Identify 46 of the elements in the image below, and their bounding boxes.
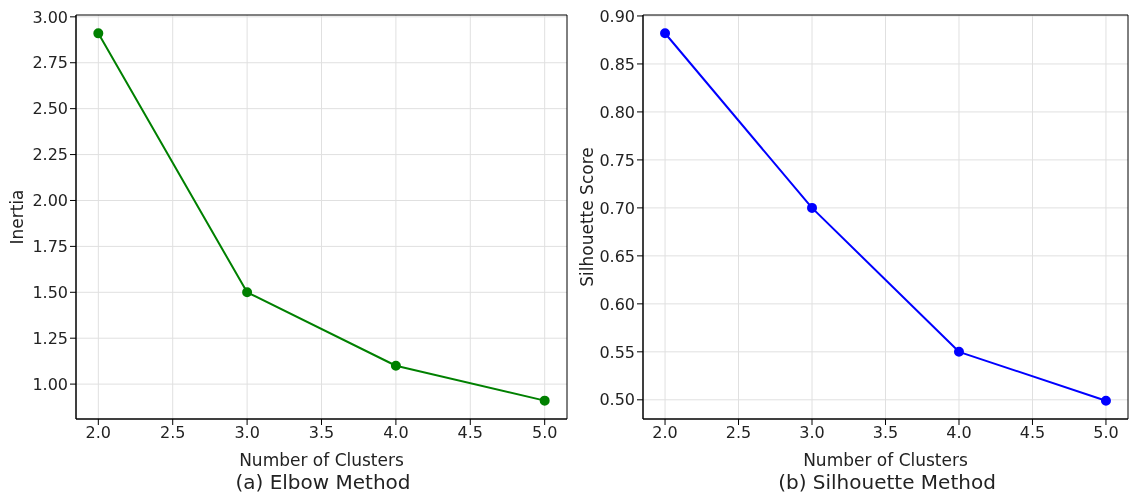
x-tick-label: 2.5 — [725, 423, 752, 443]
y-tick-label: 0.70 — [599, 198, 635, 218]
point — [953, 346, 964, 357]
point — [660, 28, 671, 39]
y-tick-label: 0.60 — [599, 294, 635, 314]
x-tick-label: 5.0 — [1093, 423, 1119, 443]
y-tick-label: 0.90 — [599, 6, 635, 26]
y-axis-title: Silhouette Score — [577, 147, 597, 287]
x-tick-label: 4.5 — [1019, 423, 1046, 443]
y-tick-label: 2.50 — [32, 99, 68, 119]
x-tick-label: 4.5 — [457, 423, 484, 443]
y-tick-label: 0.50 — [599, 390, 635, 410]
y-tick-label: 2.00 — [32, 191, 68, 211]
y-tick-label: 3.00 — [32, 7, 68, 27]
y-tick-label: 1.25 — [32, 328, 68, 348]
y-tick-label: 2.25 — [32, 145, 68, 165]
x-tick-label: 5.0 — [531, 423, 558, 443]
y-tick-label: 2.75 — [32, 53, 68, 73]
y-tick-label: 1.50 — [32, 282, 68, 302]
text: (b) Silhouette Method — [777, 470, 997, 494]
y-tick-label: 1.00 — [32, 374, 68, 394]
point — [539, 395, 550, 406]
y-axis-title: Inertia — [7, 189, 27, 245]
point — [93, 28, 104, 39]
y-tick-label: 0.80 — [599, 102, 635, 122]
point — [390, 360, 401, 371]
x-tick-label: 3.0 — [799, 423, 825, 443]
x-tick-label: 2.0 — [652, 423, 678, 443]
y-tick-label: 0.55 — [599, 342, 635, 362]
x-tick-label: 3.5 — [872, 423, 899, 443]
x-tick-label: 3.0 — [234, 423, 260, 443]
point — [242, 287, 253, 298]
y-tick-label: 0.65 — [599, 246, 635, 266]
x-tick-label: 3.5 — [308, 423, 335, 443]
x-axis-title: Number of Clusters — [239, 450, 404, 470]
x-tick-label: 2.0 — [85, 423, 112, 443]
x-tick-label: 4.0 — [383, 423, 409, 443]
x-tick-label: 2.5 — [159, 423, 186, 443]
text: (a) Elbow Method — [234, 470, 412, 494]
x-axis-title: Number of Clusters — [803, 450, 968, 470]
y-tick-label: 0.85 — [599, 54, 635, 74]
point — [1100, 395, 1111, 406]
y-tick-label: 0.75 — [599, 150, 635, 170]
y-tick-label: 1.75 — [32, 237, 68, 257]
x-tick-label: 4.0 — [946, 423, 972, 443]
point — [807, 202, 818, 213]
